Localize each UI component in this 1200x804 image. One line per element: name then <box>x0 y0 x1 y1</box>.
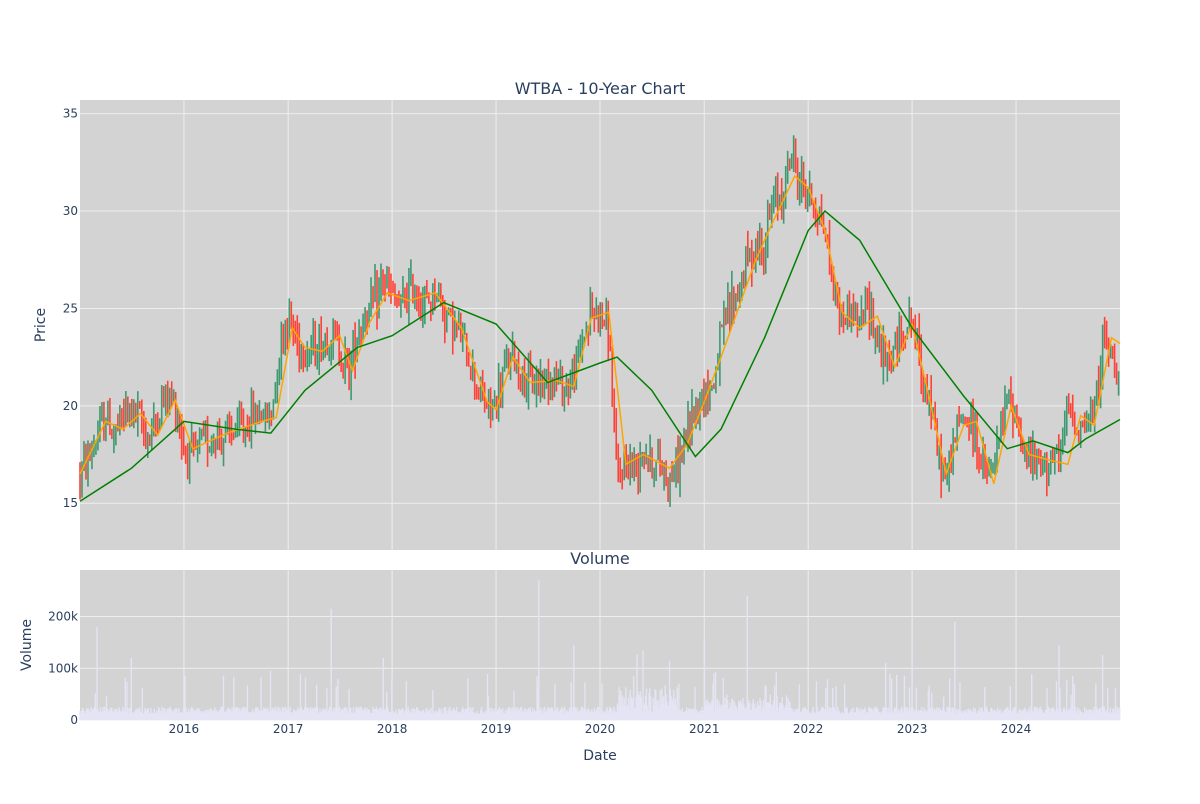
x-tick-label: 2019 <box>481 722 512 736</box>
x-tick-label: 2020 <box>585 722 616 736</box>
price-y-tick-label: 15 <box>63 496 78 510</box>
x-tick-label: 2022 <box>793 722 824 736</box>
date-axis-title: Date <box>583 748 616 764</box>
volume-series <box>79 580 1121 720</box>
moving-average-short-line <box>79 174 1121 485</box>
price-chart-title: WTBA - 10-Year Chart <box>515 79 686 98</box>
volume-chart-title: Volume <box>570 549 630 568</box>
volume-axis-title: Volume <box>19 619 35 671</box>
volume-y-tick-label: 200k <box>48 610 78 624</box>
volume-y-tick-label: 0 <box>70 713 78 727</box>
moving-average-long-line <box>79 209 1121 502</box>
x-tick-label: 2016 <box>169 722 200 736</box>
price-y-tick-label: 25 <box>63 301 78 315</box>
volume-y-tick-label: 100k <box>48 661 78 675</box>
x-tick-label: 2024 <box>1001 722 1032 736</box>
x-tick-label: 2017 <box>273 722 304 736</box>
price-axis-title: Price <box>33 308 49 342</box>
x-tick-label: 2018 <box>377 722 408 736</box>
price-y-tick-label: 30 <box>63 204 78 218</box>
price-y-tick-label: 35 <box>63 107 78 121</box>
price-y-tick-label: 20 <box>63 399 78 413</box>
x-tick-label: 2021 <box>689 722 720 736</box>
x-tick-label: 2023 <box>897 722 928 736</box>
